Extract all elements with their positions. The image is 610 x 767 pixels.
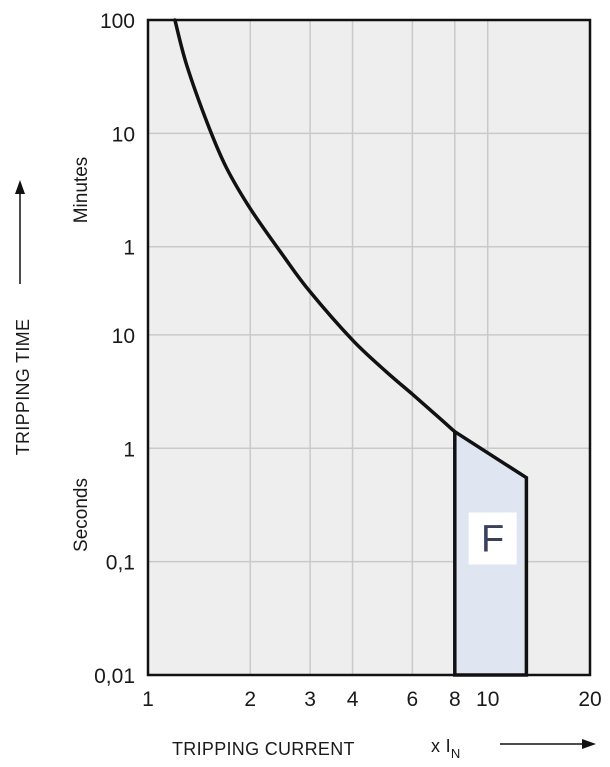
y-tick-label-3: 10 [112, 325, 135, 348]
series [173, 18, 457, 434]
x-tick-label-1: 2 [244, 688, 256, 711]
y-tick-label-0: 100 [100, 10, 135, 33]
zone-F-label-box [468, 512, 517, 565]
y-axis-arrow-head [15, 180, 25, 194]
y-tick-labels: 100 10 1 10 1 0,1 0,01 [94, 10, 135, 688]
x-axis-unit-subscript: N [451, 746, 461, 761]
plot-frame [146, 18, 592, 677]
y-unit-seconds: Seconds [71, 478, 92, 552]
x-axis-unit-prefix: x I [431, 736, 451, 756]
y-unit-minutes: Minutes [71, 157, 92, 224]
y-tick-label-1: 10 [112, 123, 135, 146]
y-tick-label-2: 1 [123, 237, 135, 260]
x-axis-arrow-head [582, 739, 596, 749]
x-tick-label-7: 20 [578, 688, 601, 711]
zone-F-label: F [481, 519, 504, 561]
y-tick-label-6: 0,01 [94, 665, 135, 688]
x-tick-labels: 1 2 3 4 6 8 10 20 [142, 688, 602, 711]
x-axis-unit: x IN [431, 736, 461, 761]
tripping-curve-0 [173, 18, 457, 434]
x-axis-title: TRIPPING CURRENT [172, 739, 355, 759]
x-tick-label-3: 4 [347, 688, 359, 711]
x-tick-label-2: 3 [304, 688, 316, 711]
x-tick-label-5: 8 [449, 688, 461, 711]
y-tick-label-5: 0,1 [106, 552, 135, 575]
x-tick-label-6: 10 [476, 688, 499, 711]
y-axis-title: TRIPPING TIME [13, 319, 33, 456]
x-tick-label-0: 1 [142, 688, 154, 711]
x-tick-label-4: 6 [407, 688, 419, 711]
y-tick-label-4: 1 [123, 438, 135, 461]
